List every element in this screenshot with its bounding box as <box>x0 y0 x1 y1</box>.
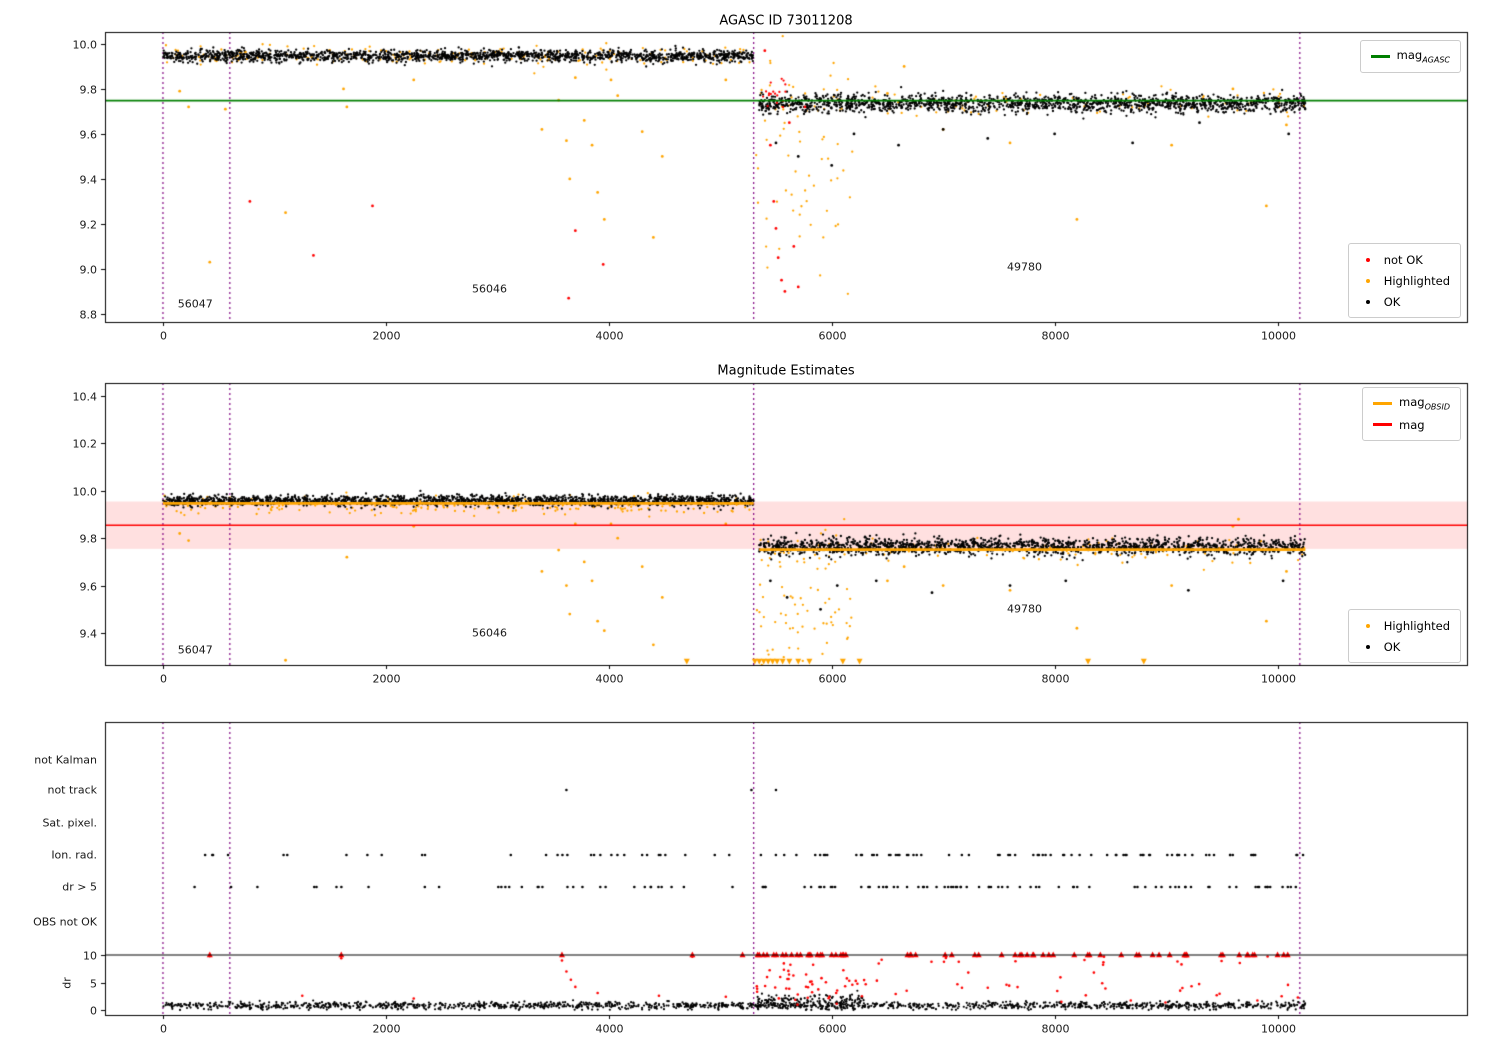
legend-line-marker <box>1370 55 1390 58</box>
legend-entry: OK <box>1359 291 1450 312</box>
y-tick-label: 9.0 <box>79 263 98 276</box>
legend-label: not OK <box>1383 252 1423 267</box>
legend-dot-marker <box>1365 644 1370 649</box>
y-tick-label: 10.0 <box>72 38 98 51</box>
dr-tick-label: 0 <box>90 1004 97 1017</box>
obsid-annotation: 49780 <box>1007 260 1043 274</box>
x-tick-label: 6000 <box>818 1022 847 1036</box>
obsid-annotation: 56046 <box>472 626 508 640</box>
obsid-annotation: 49780 <box>1007 602 1043 616</box>
legend-entry: OK <box>1359 636 1450 657</box>
x-tick-label: 8000 <box>1041 329 1070 343</box>
obsid-annotation: 56046 <box>472 282 508 296</box>
legend: Highlighted OK <box>1347 609 1461 663</box>
legend: magAGASC <box>1359 40 1461 73</box>
x-tick-label: 10000 <box>1261 329 1296 343</box>
x-tick-label: 10000 <box>1261 1022 1296 1036</box>
legend-line-marker <box>1373 423 1393 426</box>
x-tick-label: 10000 <box>1261 672 1296 686</box>
x-tick-label: 0 <box>160 672 167 686</box>
x-tick-label: 4000 <box>595 1022 624 1036</box>
legend-dot-marker <box>1365 299 1370 304</box>
y-tick-label: 9.8 <box>79 83 98 96</box>
dr-tick-label: 10 <box>83 949 97 962</box>
legend-entry: Highlighted <box>1359 615 1450 636</box>
y-tick-label: 9.6 <box>79 128 98 141</box>
legend-label: OK <box>1383 294 1401 309</box>
legend-label: Highlighted <box>1383 273 1450 288</box>
legend-label: OK <box>1383 639 1401 654</box>
legend-entry: mag <box>1373 414 1450 435</box>
x-tick-label: 0 <box>160 329 167 343</box>
legend-label: magAGASC <box>1396 48 1450 65</box>
dr-tick-label: 5 <box>90 977 97 990</box>
y-tick-label: 9.6 <box>79 580 98 593</box>
y-tick-label: 10.0 <box>72 485 98 498</box>
flag-row-label: not track <box>47 783 97 797</box>
flag-row-label: not Kalman <box>34 753 97 767</box>
y-tick-label: 9.4 <box>79 173 98 186</box>
legend-entry: Highlighted <box>1359 270 1450 291</box>
x-tick-label: 4000 <box>595 672 624 686</box>
x-tick-label: 2000 <box>372 1022 401 1036</box>
flag-row-label: OBS not OK <box>33 915 97 929</box>
x-tick-label: 8000 <box>1041 672 1070 686</box>
x-tick-label: 6000 <box>818 672 847 686</box>
flag-row-label: Sat. pixel. <box>42 816 97 830</box>
legend-dot-marker <box>1365 257 1370 262</box>
panel-magnitude-estimates-title: Magnitude Estimates <box>717 363 855 379</box>
legend-dot-marker <box>1365 278 1370 283</box>
y-tick-label: 10.4 <box>72 390 98 403</box>
legend-line-marker <box>1373 402 1393 405</box>
x-tick-label: 6000 <box>818 329 847 343</box>
legend-label: Highlighted <box>1383 618 1450 633</box>
legend-label: mag <box>1399 417 1425 432</box>
x-tick-label: 4000 <box>595 329 624 343</box>
legend-entry: magAGASC <box>1370 46 1450 67</box>
obsid-annotation: 56047 <box>177 297 213 311</box>
x-tick-label: 2000 <box>372 672 401 686</box>
x-tick-label: 0 <box>160 1022 167 1036</box>
y-tick-label: 8.8 <box>79 308 98 321</box>
flag-row-label: Ion. rad. <box>51 848 97 862</box>
x-tick-label: 8000 <box>1041 1022 1070 1036</box>
panel-agasc-title: AGASC ID 73011208 <box>719 13 853 29</box>
obsid-annotation: 56047 <box>177 643 213 657</box>
flag-row-label: dr > 5 <box>62 880 97 894</box>
y-tick-label: 9.4 <box>79 627 98 640</box>
y-tick-label: 9.2 <box>79 218 98 231</box>
legend-entry: not OK <box>1359 249 1450 270</box>
legend-entry: magOBSID <box>1373 393 1450 414</box>
y-tick-label: 9.8 <box>79 532 98 545</box>
legend-dot-marker <box>1365 623 1370 628</box>
legend: not OK Highlighted OK <box>1347 243 1461 318</box>
x-tick-label: 2000 <box>372 329 401 343</box>
y-tick-label: 10.2 <box>72 437 98 450</box>
legend: magOBSID mag <box>1362 387 1461 441</box>
legend-label: magOBSID <box>1399 395 1450 412</box>
dr-axis-label: dr <box>60 976 74 989</box>
